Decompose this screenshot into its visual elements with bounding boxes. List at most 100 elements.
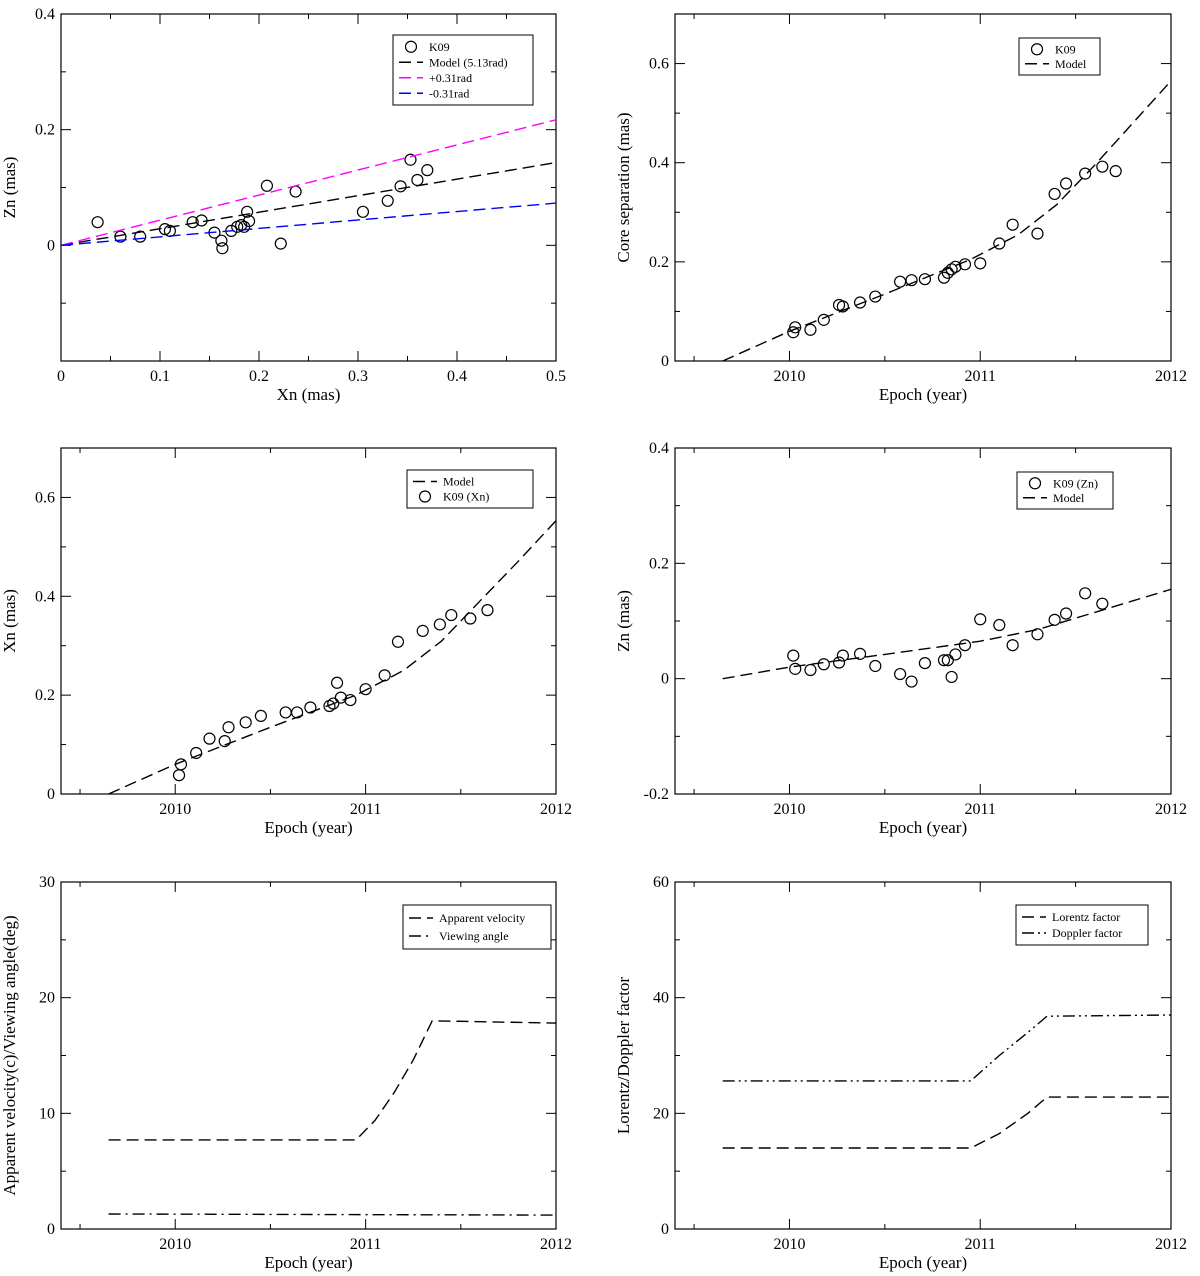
data-point — [1006, 218, 1019, 231]
data-point — [853, 647, 867, 660]
data-point — [381, 194, 394, 207]
y-tick-label: -0.2 — [644, 786, 669, 803]
data-point — [993, 237, 1006, 250]
data-point — [134, 230, 147, 243]
data-point — [241, 205, 254, 218]
series-line — [108, 1020, 556, 1141]
x-tick-label: 0.5 — [546, 368, 566, 385]
legend-box — [1015, 904, 1149, 946]
chart-panel-p5: 2010 2011 2012 0 10 20 30 Epoch (year) Apparent … — [0, 874, 572, 1272]
data-point — [279, 706, 292, 719]
chart-panel-p6: 2010 2011 2012 0 20 40 60 Epoch (year) Lorentz/D… — [614, 874, 1187, 1272]
data-point — [789, 662, 802, 675]
x-tick-label: 2011 — [350, 1236, 381, 1253]
data-point — [174, 758, 188, 771]
legend-label: Model — [443, 475, 475, 489]
series-line — [108, 1213, 556, 1216]
data-point — [481, 604, 494, 617]
data-point — [1048, 613, 1061, 626]
data-point — [190, 746, 203, 760]
y-tick-label: 0.2 — [649, 555, 669, 572]
data-point — [894, 275, 907, 288]
data-point — [1059, 607, 1073, 620]
y-tick-label: 60 — [653, 874, 669, 891]
data-point — [394, 180, 407, 193]
y-tick-label: 0 — [47, 1221, 55, 1238]
legend-symbol — [1030, 43, 1044, 56]
data-point — [445, 608, 458, 622]
y-axis-title: Core separation (mas) — [614, 112, 633, 262]
data-point — [836, 300, 849, 313]
series-line — [722, 588, 1171, 680]
legend-label: Apparent velocity — [439, 911, 525, 925]
data-point — [91, 216, 104, 229]
legend-label: Lorentz factor — [1052, 910, 1120, 924]
legend-label: -0.31rad — [429, 86, 469, 100]
data-point — [832, 656, 846, 669]
data-point — [905, 675, 918, 688]
data-point — [1096, 597, 1109, 610]
data-point — [787, 326, 800, 339]
legend-label: Doppler factor — [1052, 926, 1122, 940]
data-point — [1079, 167, 1092, 180]
y-tick-label: 0 — [661, 671, 669, 688]
chart-panel-p4: 2010 2011 2012 -0.2 0 0.2 0.4 Epoch (year) Zn (m… — [614, 440, 1187, 837]
x-tick-label: 0.1 — [150, 368, 170, 385]
chart-panel-p2: 2010 2011 2012 0 0.2 0.4 0.6 Epoch (year) Core s… — [614, 13, 1187, 404]
data-point — [1096, 160, 1109, 173]
series-line — [108, 520, 556, 794]
x-tick-label: 0.4 — [447, 368, 467, 385]
y-tick-label: 0 — [47, 786, 55, 803]
data-point — [941, 654, 954, 667]
data-point — [1059, 177, 1073, 190]
x-axis-title: Epoch (year) — [879, 1253, 967, 1272]
series-line — [722, 1096, 1171, 1149]
y-tick-label: 0.6 — [35, 489, 55, 506]
legend-symbol — [418, 490, 432, 503]
x-axis-title: Epoch (year) — [264, 1253, 352, 1272]
data-point — [958, 639, 972, 652]
chart-panel-p1: 0 0.1 0.2 0.3 0.4 0.5 0 0.2 0.4 Xn (mas) Zn (mas) K… — [0, 6, 566, 404]
legend: K09 (Zn)Model — [1016, 471, 1114, 510]
data-point — [804, 323, 817, 336]
data-point — [260, 179, 274, 192]
legend-label: +0.31rad — [429, 71, 472, 85]
y-tick-label: 0.4 — [35, 588, 55, 605]
data-point — [215, 234, 228, 247]
data-point — [993, 618, 1006, 632]
y-tick-label: 0.2 — [35, 122, 55, 139]
data-point — [243, 214, 256, 228]
data-point — [290, 706, 304, 719]
y-tick-label: 30 — [39, 874, 55, 891]
x-tick-label: 2010 — [773, 801, 805, 818]
plot-frame — [60, 447, 557, 795]
data-point — [804, 663, 817, 677]
series-line — [722, 80, 1171, 361]
data-point — [172, 769, 186, 782]
x-tick-label: 2010 — [159, 801, 191, 818]
data-point — [254, 709, 268, 723]
y-tick-label: 20 — [653, 1105, 669, 1122]
data-point — [1079, 587, 1092, 600]
data-layer — [722, 1014, 1171, 1149]
y-tick-label: 0 — [661, 1221, 669, 1238]
series-line — [61, 161, 556, 246]
y-tick-label: 0.4 — [649, 440, 669, 457]
data-point — [894, 667, 907, 681]
data-point — [1048, 187, 1061, 201]
legend-label: Model (5.13rad) — [429, 55, 508, 69]
data-point — [289, 185, 302, 198]
x-tick-label: 2012 — [540, 801, 572, 818]
data-point — [218, 735, 231, 748]
x-axis-title: Epoch (year) — [264, 818, 352, 837]
x-tick-label: 2012 — [1155, 1236, 1187, 1253]
series-line — [722, 1014, 1171, 1082]
series-line — [61, 119, 556, 246]
x-tick-label: 2010 — [773, 1236, 805, 1253]
data-point — [327, 697, 340, 710]
data-point — [216, 242, 229, 255]
data-point — [203, 732, 216, 745]
